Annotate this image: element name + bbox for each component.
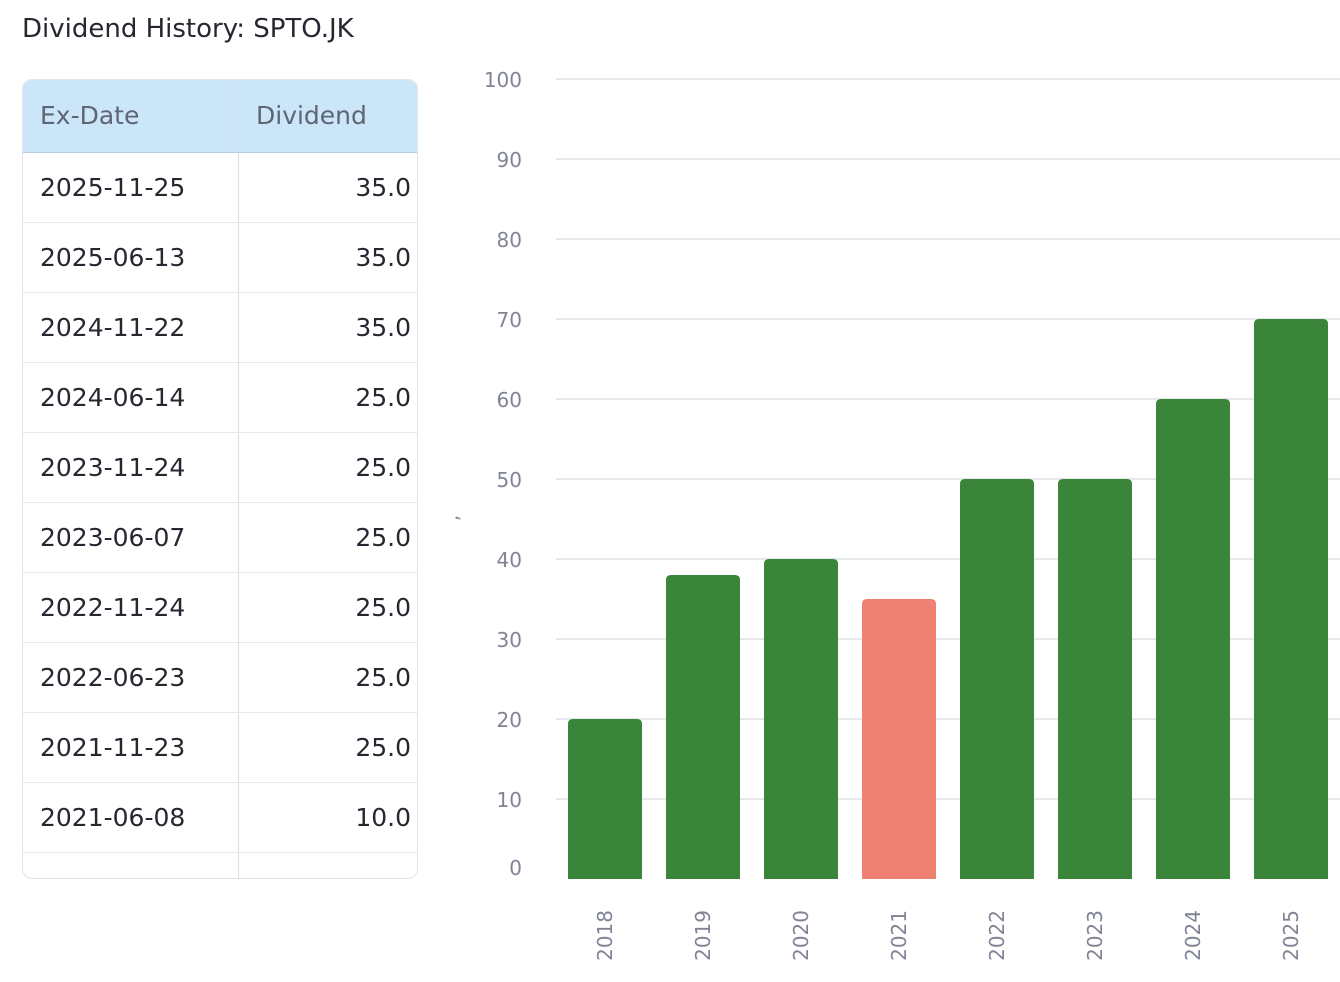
- table-body: 2025-11-25 35.0 2025-06-13 35.0 2024-11-…: [23, 153, 417, 878]
- cell-ex-date: 2022-06-23: [23, 643, 239, 712]
- bar-2020[interactable]: [764, 559, 838, 879]
- table-row[interactable]: 2021-11-23 25.0: [23, 713, 417, 783]
- cell-ex-date: 2023-11-24: [23, 433, 239, 502]
- cell-dividend: 35.0: [355, 173, 411, 202]
- y-tick-label: 10: [497, 788, 522, 812]
- cell-ex-date: 2021-11-23: [23, 713, 239, 782]
- table-row[interactable]: 2023-11-24 25.0: [23, 433, 417, 503]
- y-tick-label: 80: [497, 228, 522, 252]
- y-tick-label: 70: [497, 308, 522, 332]
- bars: [568, 319, 1328, 879]
- table-row[interactable]: 2024-06-14 25.0: [23, 363, 417, 433]
- cell-ex-date: 2025-06-13: [23, 223, 239, 292]
- x-tick-label: 2019: [691, 910, 715, 961]
- cell-ex-date: 2024-06-14: [23, 363, 239, 432]
- bar-2022[interactable]: [960, 479, 1034, 879]
- table-header: Ex-Date Dividend: [23, 80, 417, 153]
- bar-2023[interactable]: [1058, 479, 1132, 879]
- cell-dividend: 25.0: [355, 663, 411, 692]
- cell-ex-date-empty: [23, 853, 239, 878]
- x-tick-label: 2020: [789, 910, 813, 961]
- cell-dividend: 25.0: [355, 733, 411, 762]
- y-tick-label: 100: [484, 68, 522, 92]
- table-row-partial: [23, 853, 417, 878]
- bar-2024[interactable]: [1156, 399, 1230, 879]
- bar-2019[interactable]: [666, 575, 740, 879]
- x-tick-label: 2024: [1181, 910, 1205, 961]
- x-axis-tick-labels: 2018 2019 2020 2021 2022 2023 2024 2025: [593, 910, 1303, 961]
- bar-2021[interactable]: [862, 599, 936, 879]
- cell-ex-date: 2021-06-08: [23, 783, 239, 852]
- bar-2018[interactable]: [568, 719, 642, 879]
- x-tick-label: 2018: [593, 910, 617, 961]
- table-row[interactable]: 2024-11-22 35.0: [23, 293, 417, 363]
- table-row[interactable]: 2023-06-07 25.0: [23, 503, 417, 573]
- x-tick-label: 2021: [887, 910, 911, 961]
- table-row[interactable]: 2021-06-08 10.0: [23, 783, 417, 853]
- cell-ex-date: 2024-11-22: [23, 293, 239, 362]
- y-tick-label: 60: [497, 388, 522, 412]
- y-tick-label: 0: [509, 856, 522, 880]
- y-tick-label: 90: [497, 148, 522, 172]
- cell-ex-date: 2023-06-07: [23, 503, 239, 572]
- y-axis-label: ,: [439, 515, 463, 521]
- table-row[interactable]: 2025-06-13 35.0: [23, 223, 417, 293]
- table-row[interactable]: 2022-11-24 25.0: [23, 573, 417, 643]
- y-tick-label: 20: [497, 708, 522, 732]
- y-tick-label: 30: [497, 628, 522, 652]
- x-tick-label: 2025: [1279, 910, 1303, 961]
- cell-dividend: 10.0: [355, 803, 411, 832]
- cell-dividend: 35.0: [355, 313, 411, 342]
- table-row[interactable]: 2025-11-25 35.0: [23, 153, 417, 223]
- dividend-table[interactable]: Ex-Date Dividend 2025-11-25 35.0 2025-06…: [22, 79, 418, 879]
- cell-dividend: 25.0: [355, 523, 411, 552]
- x-tick-label: 2023: [1083, 910, 1107, 961]
- y-tick-label: 40: [497, 548, 522, 572]
- cell-dividend: 35.0: [355, 243, 411, 272]
- y-tick-label: 50: [497, 468, 522, 492]
- bar-2025[interactable]: [1254, 319, 1328, 879]
- cell-ex-date: 2025-11-25: [23, 153, 239, 222]
- column-header-dividend[interactable]: Dividend: [256, 101, 367, 130]
- y-axis-tick-labels: 0 10 20 30 40 50 60 70 80 90 100: [484, 68, 522, 880]
- column-header-ex-date[interactable]: Ex-Date: [23, 80, 239, 152]
- cell-dividend: 25.0: [355, 453, 411, 482]
- page-title: Dividend History: SPTO.JK: [22, 14, 354, 44]
- table-row[interactable]: 2022-06-23 25.0: [23, 643, 417, 713]
- cell-dividend: 25.0: [355, 383, 411, 412]
- cell-ex-date: 2022-11-24: [23, 573, 239, 642]
- cell-dividend: 25.0: [355, 593, 411, 622]
- x-tick-label: 2022: [985, 910, 1009, 961]
